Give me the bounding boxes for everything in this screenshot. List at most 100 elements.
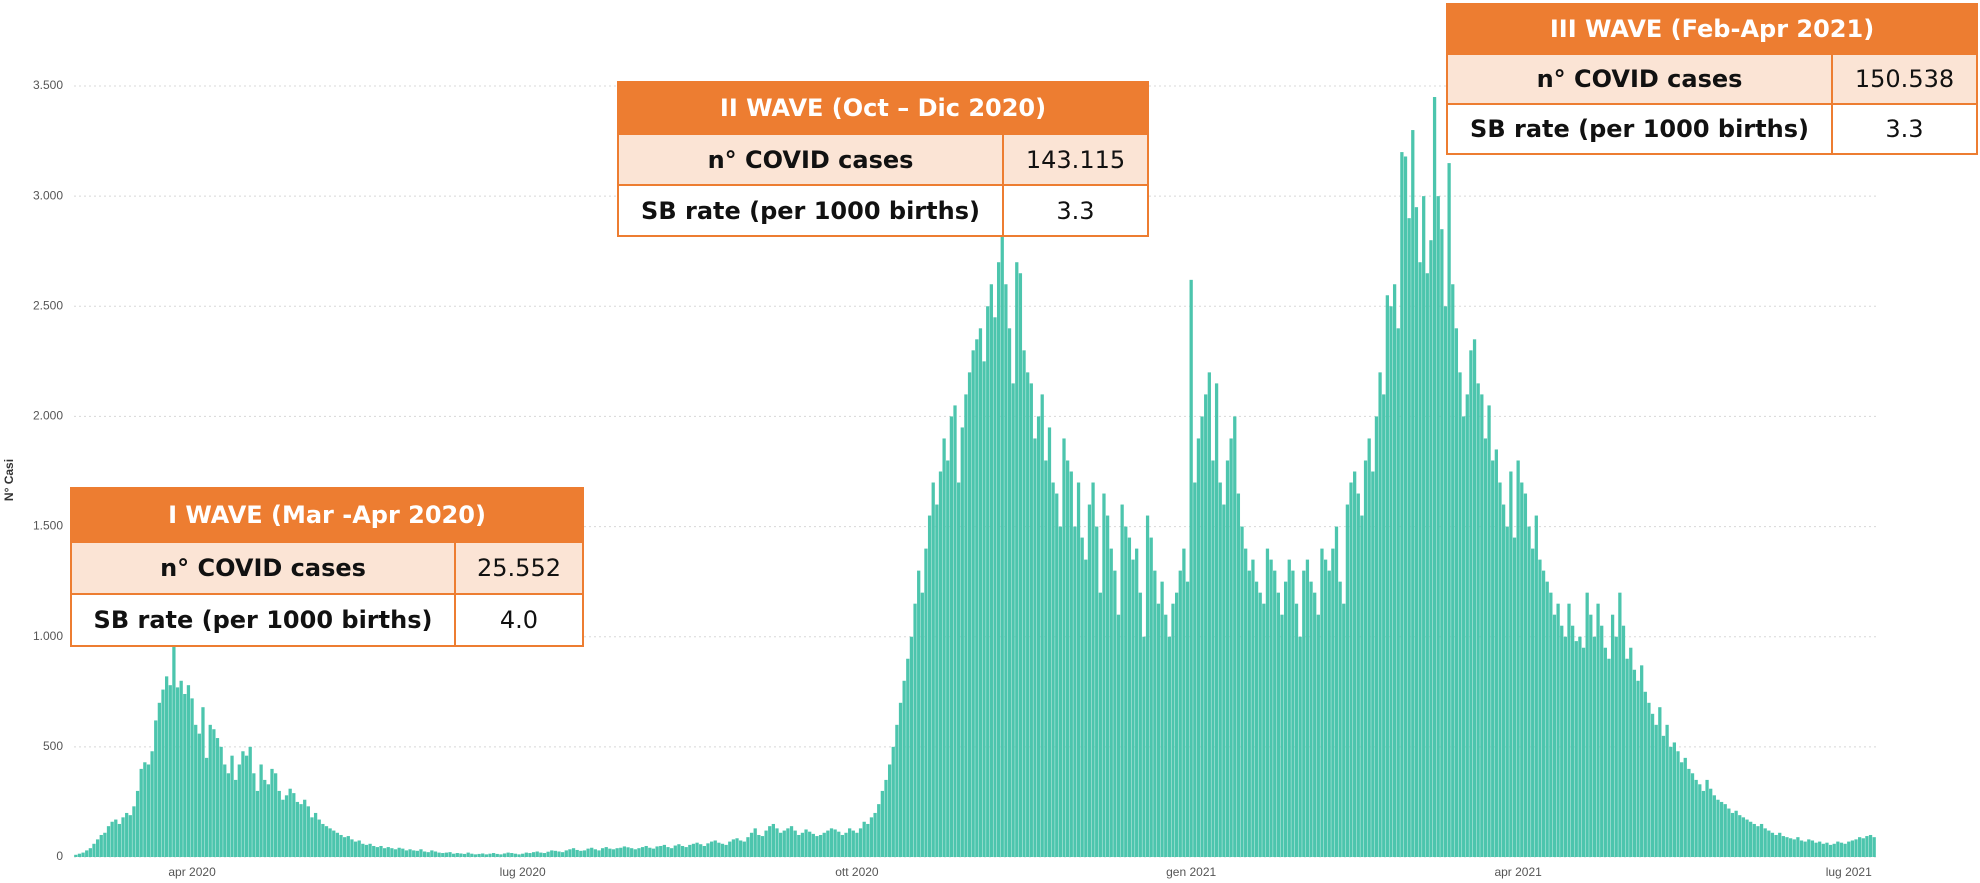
- bar: [1087, 504, 1092, 857]
- bar: [996, 262, 1001, 857]
- bar: [1469, 350, 1473, 857]
- wave-title: II WAVE (Oct – Dic 2020): [617, 81, 1149, 135]
- bar: [1483, 438, 1488, 857]
- bar: [426, 852, 430, 857]
- bar: [993, 317, 997, 857]
- bar: [168, 685, 172, 857]
- bar: [1389, 306, 1393, 857]
- bar: [553, 850, 558, 857]
- bar: [139, 768, 143, 857]
- bar: [1338, 581, 1342, 857]
- bar: [1541, 570, 1546, 857]
- wave-row-value: 25.552: [454, 541, 584, 595]
- wave-row-label: n° COVID cases: [1446, 53, 1833, 105]
- bar: [114, 819, 118, 857]
- bar: [1749, 821, 1753, 857]
- bar: [884, 779, 888, 857]
- bar: [1451, 284, 1455, 857]
- bar: [706, 843, 710, 857]
- bar: [1073, 526, 1077, 857]
- bar: [1258, 592, 1262, 857]
- bar: [720, 843, 725, 857]
- bar: [611, 849, 616, 857]
- bar: [778, 832, 783, 857]
- bar: [1283, 581, 1288, 857]
- bar: [757, 834, 761, 857]
- x-tick-label: apr 2021: [1494, 865, 1542, 879]
- bar: [288, 788, 292, 857]
- bar: [728, 841, 732, 857]
- bar: [1276, 592, 1280, 857]
- bar: [146, 764, 151, 857]
- wave-row-value: 143.115: [1002, 133, 1149, 186]
- bar: [811, 833, 815, 857]
- bar: [1527, 526, 1531, 857]
- bar: [862, 821, 866, 857]
- bar: [829, 828, 834, 857]
- bar: [597, 850, 601, 857]
- bar: [949, 416, 954, 857]
- bar: [190, 698, 194, 857]
- bar: [1531, 548, 1535, 857]
- bar: [135, 790, 140, 857]
- bar: [655, 846, 659, 857]
- bar: [797, 834, 801, 857]
- bar: [1538, 559, 1542, 857]
- bar: [1501, 504, 1506, 857]
- bar: [1407, 218, 1411, 857]
- bar: [1040, 394, 1044, 857]
- bar: [684, 847, 688, 857]
- bar: [1131, 559, 1135, 857]
- bar: [270, 768, 274, 857]
- bar: [252, 773, 256, 857]
- bar: [1861, 838, 1865, 857]
- bar: [1491, 460, 1495, 857]
- bar: [103, 832, 107, 857]
- bar: [1149, 537, 1153, 857]
- bar: [85, 850, 89, 857]
- bar: [186, 685, 191, 857]
- bar: [1465, 394, 1469, 857]
- bar: [793, 830, 797, 857]
- bar: [1411, 130, 1415, 858]
- bar: [201, 707, 205, 857]
- bar: [1560, 625, 1564, 857]
- bar: [1371, 471, 1375, 857]
- bar: [230, 755, 234, 857]
- bar: [1138, 592, 1142, 857]
- bar: [125, 812, 129, 857]
- bar: [1654, 724, 1658, 857]
- bar: [1665, 724, 1669, 857]
- bar: [1320, 548, 1324, 857]
- bar: [1305, 559, 1310, 857]
- bar: [237, 764, 241, 857]
- bar: [1269, 559, 1273, 857]
- bar: [1868, 834, 1873, 857]
- bar: [702, 845, 706, 857]
- bar: [1778, 832, 1782, 857]
- bar: [1349, 482, 1353, 857]
- bar: [735, 838, 739, 857]
- bar: [448, 852, 452, 857]
- bar: [1694, 779, 1698, 857]
- bar: [640, 847, 645, 857]
- bar: [909, 636, 914, 857]
- bar: [1614, 636, 1618, 857]
- bar: [1316, 614, 1320, 857]
- bar: [1607, 658, 1611, 857]
- bar: [1374, 416, 1379, 857]
- bar: [946, 460, 950, 857]
- bar: [539, 852, 543, 857]
- bar: [208, 724, 212, 857]
- bar: [1400, 152, 1404, 858]
- bar: [677, 844, 681, 857]
- bar: [1600, 625, 1604, 857]
- bar: [1487, 405, 1491, 857]
- bar: [967, 372, 972, 857]
- wave-header-row: III WAVE (Feb-Apr 2021): [1446, 3, 1978, 55]
- bar: [724, 844, 728, 857]
- bar: [1044, 460, 1048, 857]
- bar: [433, 851, 438, 857]
- bar: [1589, 614, 1593, 857]
- bar: [281, 799, 285, 857]
